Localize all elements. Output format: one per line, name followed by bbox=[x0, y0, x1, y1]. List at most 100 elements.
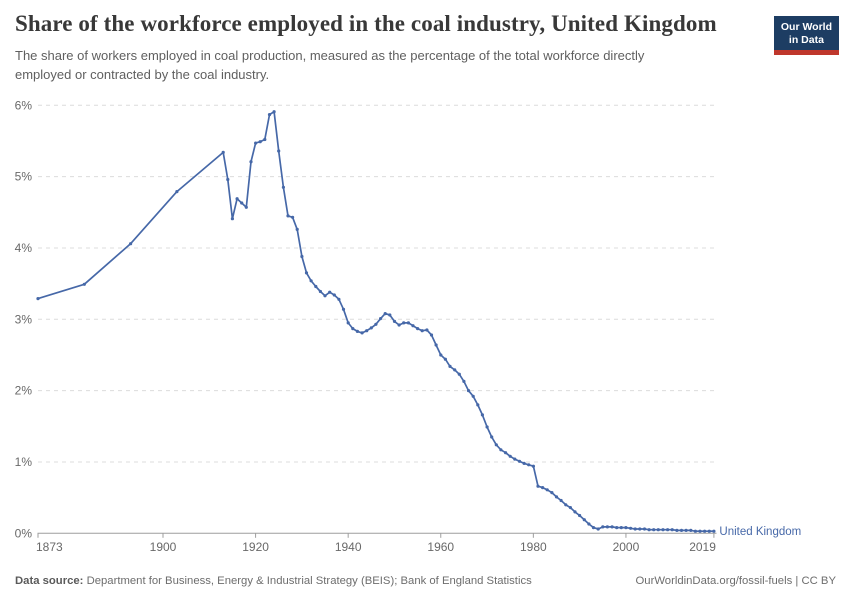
data-point[interactable] bbox=[666, 528, 670, 532]
data-point[interactable] bbox=[499, 448, 503, 452]
data-point[interactable] bbox=[462, 379, 466, 383]
data-point[interactable] bbox=[471, 394, 475, 398]
data-point[interactable] bbox=[429, 333, 434, 337]
data-point[interactable] bbox=[365, 329, 369, 333]
data-point[interactable] bbox=[341, 307, 346, 311]
data-point[interactable] bbox=[517, 459, 522, 463]
data-point[interactable] bbox=[545, 488, 549, 492]
data-point[interactable] bbox=[226, 177, 230, 182]
data-point[interactable] bbox=[573, 510, 577, 514]
data-point[interactable] bbox=[351, 327, 355, 331]
data-point[interactable] bbox=[619, 526, 623, 530]
data-point[interactable] bbox=[633, 527, 637, 531]
data-point[interactable] bbox=[379, 317, 383, 321]
data-point[interactable] bbox=[531, 464, 536, 468]
data-point[interactable] bbox=[679, 528, 684, 533]
data-point[interactable] bbox=[267, 113, 272, 117]
data-point[interactable] bbox=[291, 215, 295, 219]
data-point[interactable] bbox=[494, 443, 498, 447]
owid-logo[interactable]: Our World in Data bbox=[773, 16, 839, 56]
data-point[interactable] bbox=[309, 279, 313, 283]
data-point[interactable] bbox=[485, 425, 489, 429]
data-point[interactable] bbox=[443, 357, 447, 361]
data-point[interactable] bbox=[411, 324, 415, 328]
data-point[interactable] bbox=[392, 319, 397, 323]
data-point[interactable] bbox=[249, 160, 253, 164]
data-point[interactable] bbox=[554, 495, 559, 499]
data-point[interactable] bbox=[235, 197, 239, 201]
data-point[interactable] bbox=[689, 528, 693, 533]
series-end-label[interactable]: United Kingdom bbox=[719, 526, 801, 538]
data-point[interactable] bbox=[230, 217, 234, 221]
data-point[interactable] bbox=[383, 312, 387, 316]
data-point[interactable] bbox=[240, 201, 244, 205]
data-point[interactable] bbox=[559, 498, 563, 503]
data-point[interactable] bbox=[504, 451, 508, 455]
data-point[interactable] bbox=[360, 331, 364, 335]
data-point[interactable] bbox=[624, 526, 628, 530]
data-point[interactable] bbox=[638, 527, 642, 531]
data-point[interactable] bbox=[466, 389, 471, 393]
data-point[interactable] bbox=[434, 343, 438, 347]
data-point[interactable] bbox=[318, 289, 322, 294]
data-point[interactable] bbox=[652, 528, 656, 532]
data-point[interactable] bbox=[304, 271, 309, 275]
data-point[interactable] bbox=[272, 110, 276, 114]
data-point[interactable] bbox=[550, 491, 554, 495]
data-point[interactable] bbox=[402, 321, 406, 325]
data-point[interactable] bbox=[670, 528, 674, 532]
data-point[interactable] bbox=[221, 150, 225, 154]
data-point[interactable] bbox=[258, 140, 262, 144]
data-point[interactable] bbox=[596, 527, 600, 531]
data-point[interactable] bbox=[693, 529, 698, 533]
data-point[interactable] bbox=[601, 525, 605, 529]
data-point[interactable] bbox=[615, 526, 619, 530]
data-point[interactable] bbox=[605, 525, 610, 529]
data-point[interactable] bbox=[277, 149, 281, 153]
data-point[interactable] bbox=[129, 242, 133, 246]
data-point[interactable] bbox=[82, 282, 86, 286]
data-point[interactable] bbox=[337, 297, 341, 301]
data-point[interactable] bbox=[369, 326, 373, 330]
data-point[interactable] bbox=[661, 528, 665, 532]
data-point[interactable] bbox=[244, 205, 248, 209]
data-point[interactable] bbox=[420, 329, 424, 333]
data-point[interactable] bbox=[684, 528, 688, 533]
data-point[interactable] bbox=[314, 284, 318, 289]
data-point[interactable] bbox=[513, 457, 517, 461]
data-point[interactable] bbox=[587, 522, 591, 526]
data-point[interactable] bbox=[610, 525, 614, 529]
data-point[interactable] bbox=[374, 322, 378, 326]
data-point[interactable] bbox=[536, 484, 540, 488]
data-point[interactable] bbox=[263, 137, 267, 142]
data-point[interactable] bbox=[656, 528, 660, 532]
data-point[interactable] bbox=[323, 294, 327, 298]
data-point[interactable] bbox=[328, 290, 332, 294]
data-point[interactable] bbox=[346, 321, 350, 325]
data-point[interactable] bbox=[457, 372, 461, 376]
data-point[interactable] bbox=[295, 227, 299, 231]
data-point[interactable] bbox=[388, 313, 392, 317]
data-point[interactable] bbox=[629, 526, 633, 530]
data-point[interactable] bbox=[698, 529, 702, 533]
data-point[interactable] bbox=[568, 506, 573, 510]
data-point[interactable] bbox=[300, 254, 304, 259]
data-point[interactable] bbox=[591, 526, 596, 530]
data-point[interactable] bbox=[175, 190, 179, 194]
data-point[interactable] bbox=[425, 328, 429, 332]
data-point[interactable] bbox=[36, 297, 40, 301]
data-point[interactable] bbox=[707, 529, 711, 533]
data-point[interactable] bbox=[281, 185, 285, 189]
data-point[interactable] bbox=[397, 323, 401, 327]
data-point[interactable] bbox=[712, 529, 716, 533]
data-point[interactable] bbox=[582, 518, 586, 522]
data-point[interactable] bbox=[416, 327, 420, 331]
data-point[interactable] bbox=[286, 214, 290, 218]
data-point[interactable] bbox=[703, 529, 707, 533]
data-point[interactable] bbox=[439, 353, 443, 357]
data-point[interactable] bbox=[448, 364, 452, 368]
data-point[interactable] bbox=[541, 486, 545, 490]
data-point[interactable] bbox=[642, 527, 647, 531]
data-point[interactable] bbox=[578, 513, 582, 518]
